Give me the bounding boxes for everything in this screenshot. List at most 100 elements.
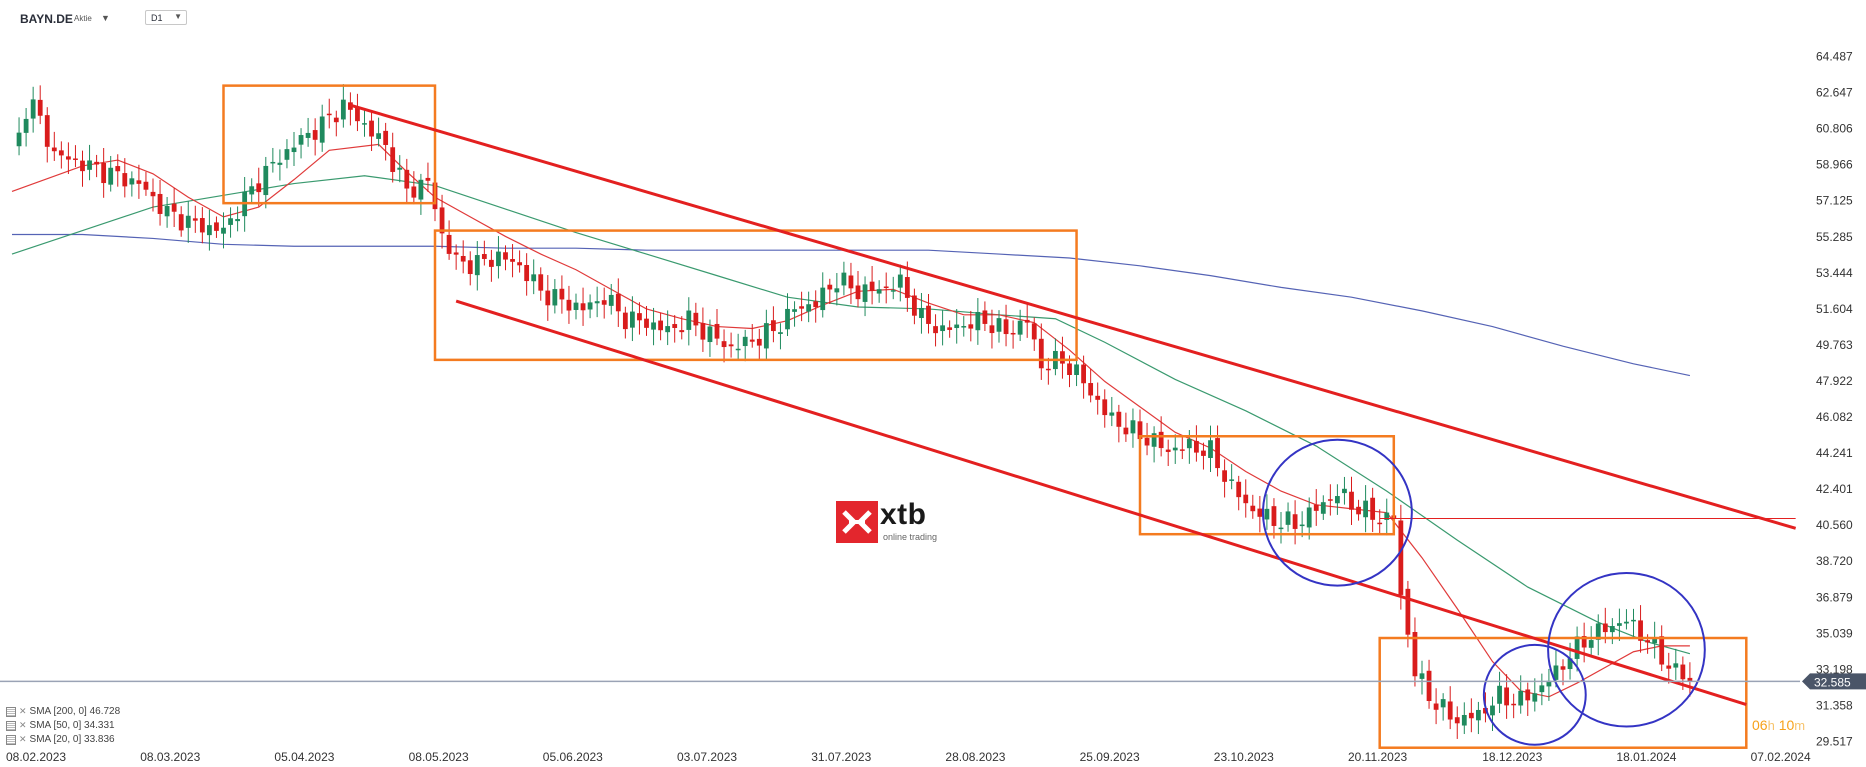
candle [467,251,473,286]
candle [763,309,769,361]
candle [185,201,191,243]
legend-sma20[interactable]: ✕ SMA [20, 0] 33.836 [6,734,115,745]
candle [178,206,184,237]
candle [150,178,156,212]
candle [284,139,290,169]
candle [1088,369,1094,403]
trend-line[interactable] [349,103,1797,530]
candle [58,141,64,169]
range-box[interactable] [433,229,1078,362]
legend-sma200[interactable]: ✕ SMA [200, 0] 46.728 [6,706,120,717]
y-tick-label: 31.358 [1816,698,1853,712]
symbol-dropdown-icon[interactable]: ▼ [101,13,110,23]
candle [1574,626,1580,672]
candle [87,144,92,181]
candle [94,154,99,178]
candle [524,253,530,296]
y-tick-label: 49.763 [1816,338,1853,352]
candle [460,240,466,274]
settings-icon[interactable] [6,734,16,745]
candle [263,156,269,209]
candle [1412,617,1418,687]
candle [1201,442,1206,470]
candle [904,261,910,312]
candle [171,187,177,228]
candle [1433,688,1439,725]
y-tick-label: 33.198 [1816,662,1853,676]
drawing-overlays [0,84,1800,749]
range-box[interactable] [222,84,437,205]
close-icon[interactable]: ✕ [19,734,27,744]
candle [23,108,29,147]
candle [411,171,417,205]
candle [968,310,974,342]
candle [1017,309,1023,341]
candle [721,329,727,363]
y-tick-label: 44.241 [1816,446,1853,460]
y-tick-label: 60.806 [1816,122,1853,136]
highlight-circle[interactable] [1482,643,1587,746]
candle [340,84,346,128]
candle [855,271,861,308]
candle [1687,662,1693,697]
candle [1053,338,1058,376]
candle [298,128,304,159]
candle [552,279,558,314]
legend-label: SMA [50, 0] 34.331 [29,720,115,731]
x-tick-label: 18.01.2024 [1616,750,1676,764]
y-tick-label: 40.560 [1816,518,1853,532]
candle [813,290,819,323]
candle [489,249,494,282]
candle [1377,509,1383,534]
candle [651,307,656,346]
symbol-name[interactable]: BAYN.DE [20,12,73,26]
y-tick-label: 53.444 [1816,266,1853,280]
candle [221,212,226,249]
countdown-minutes: 10 [1778,717,1795,733]
candle [80,150,85,187]
settings-icon[interactable] [6,720,16,731]
candle [883,272,889,304]
candle [503,245,508,271]
x-tick-label: 20.11.2023 [1348,750,1407,764]
candle [1638,605,1643,653]
candle [270,147,276,173]
candle [122,158,128,198]
candle [1673,648,1679,680]
range-box[interactable] [1378,636,1748,749]
x-tick-label: 07.02.2024 [1751,750,1811,764]
candle [1151,426,1157,463]
y-tick-label: 29.517 [1816,735,1853,749]
y-tick-label: 42.401 [1816,482,1853,496]
settings-icon[interactable] [6,706,16,717]
candle [1109,396,1115,427]
candle [947,320,953,338]
candle [622,306,628,339]
candle [143,171,149,196]
candle [115,154,121,187]
x-tick-label: 08.03.2023 [140,750,200,764]
candle [1010,320,1016,349]
trend-line[interactable] [455,299,1747,707]
close-icon[interactable]: ✕ [19,706,27,716]
candle [742,329,748,362]
candle [1511,693,1517,719]
candle [756,328,762,361]
legend-sma50[interactable]: ✕ SMA [50, 0] 34.331 [6,720,115,731]
candle [1609,618,1615,645]
candle [686,297,692,346]
highlight-circle[interactable] [1261,438,1413,587]
logo-subtitle: online trading [883,532,938,542]
legend-label: SMA [200, 0] 46.728 [29,706,121,717]
candle [954,309,960,344]
close-icon[interactable]: ✕ [19,720,27,730]
candle [869,265,875,305]
candle [806,291,812,323]
candle [108,155,114,192]
candle [101,148,107,198]
candle [1123,412,1129,442]
timeframe-select[interactable]: D1 ▼ [145,10,187,25]
candle [1165,439,1171,467]
highlight-circle[interactable] [1547,571,1706,728]
